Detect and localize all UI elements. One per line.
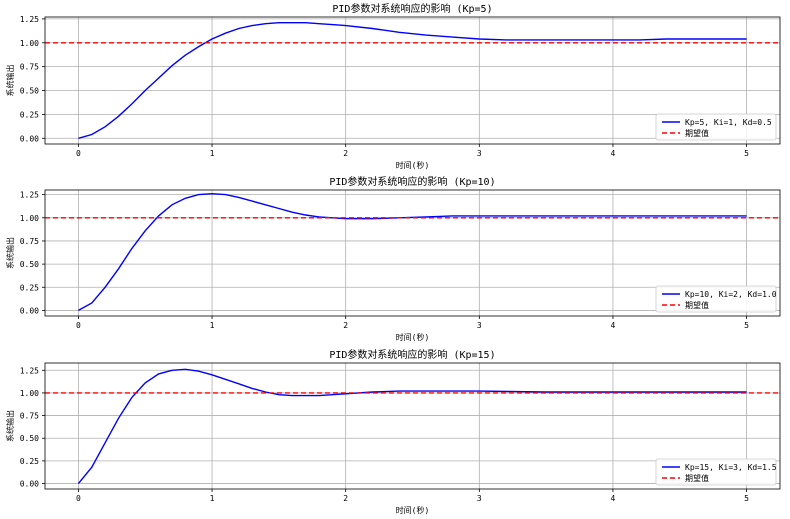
x-tick-label: 3 xyxy=(477,321,482,330)
subplot-2: 0 1 2 3 4 5 0.00 0.25 0.50 0.75 1.00 1.25 PID参数对系统响应… xyxy=(5,175,781,342)
x-tick-label: 1 xyxy=(210,321,215,330)
x-tick-label: 1 xyxy=(210,494,215,503)
x-tick-label: 0 xyxy=(76,321,81,330)
y-tick-label: 1.25 xyxy=(20,15,39,24)
response-line xyxy=(78,22,747,139)
legend-label: Kp=5, Ki=1, Kd=0.5 xyxy=(685,118,772,127)
x-tick-label: 2 xyxy=(343,321,348,330)
y-tick-label: 1.00 xyxy=(20,39,39,48)
x-tick-label: 5 xyxy=(744,321,749,330)
y-tick-label: 0.75 xyxy=(20,63,39,72)
x-axis-label: 时间(秒) xyxy=(396,332,430,342)
y-tick-label: 0.25 xyxy=(20,457,39,466)
y-tick-label: 0.75 xyxy=(20,412,39,421)
y-tick-label: 0.50 xyxy=(20,87,39,96)
x-tick-label: 2 xyxy=(343,149,348,158)
x-tick-label: 1 xyxy=(210,149,215,158)
x-tick-label: 0 xyxy=(76,149,81,158)
legend-label: Kp=10, Ki=2, Kd=1.0 xyxy=(685,290,777,299)
x-tick-label: 3 xyxy=(477,149,482,158)
legend-label: 期望值 xyxy=(685,128,709,138)
plot-area xyxy=(45,22,780,139)
subplot-3: 0 1 2 3 4 5 0.00 0.25 0.50 0.75 1.00 1.25 PID参数对系统响应… xyxy=(5,348,781,515)
y-tick-label: 0.00 xyxy=(20,480,39,489)
y-axis-label: 系统输出 xyxy=(5,410,15,442)
y-tick-label: 0.50 xyxy=(20,434,39,443)
chart-title: PID参数对系统响应的影响 (Kp=15) xyxy=(329,348,495,361)
x-axis-label: 时间(秒) xyxy=(396,160,430,170)
response-line xyxy=(77,368,747,485)
plot-area xyxy=(45,368,780,485)
x-tick-label: 4 xyxy=(611,494,616,503)
legend-box xyxy=(655,285,777,313)
legend-box xyxy=(655,458,777,486)
y-tick-label: 1.25 xyxy=(20,191,39,200)
legend-label: 期望值 xyxy=(685,300,709,310)
x-tick-label: 4 xyxy=(611,321,616,330)
x-axis-label: 时间(秒) xyxy=(396,505,430,515)
subplot-1: 0 1 2 3 4 5 0.00 0.25 0.50 0.75 1.00 1.25 PID参数对系统响应… xyxy=(5,2,781,170)
chart-title: PID参数对系统响应的影响 (Kp=5) xyxy=(332,2,492,15)
x-tick-label: 3 xyxy=(477,494,482,503)
x-tick-label: 5 xyxy=(744,149,749,158)
y-tick-label: 1.25 xyxy=(20,366,39,375)
response-line xyxy=(78,192,747,312)
x-tick-label: 0 xyxy=(76,494,81,503)
y-tick-label: 0.00 xyxy=(20,306,39,315)
y-tick-label: 0.25 xyxy=(20,283,39,292)
axes-frame xyxy=(44,16,781,145)
axes-frame xyxy=(44,362,781,490)
y-tick-label: 0.25 xyxy=(20,110,39,119)
x-tick-label: 2 xyxy=(343,494,348,503)
x-tick-label: 5 xyxy=(744,494,749,503)
legend-label: Kp=15, Ki=3, Kd=1.5 xyxy=(685,463,777,472)
y-axis-label: 系统输出 xyxy=(5,65,15,97)
x-tick-label: 4 xyxy=(611,149,616,158)
y-axis-label: 系统输出 xyxy=(5,237,15,269)
axes-frame xyxy=(44,189,781,317)
plot-area xyxy=(45,192,780,312)
y-tick-label: 0.75 xyxy=(20,237,39,246)
y-tick-label: 1.00 xyxy=(20,214,39,223)
y-tick-label: 0.00 xyxy=(20,134,39,143)
legend-box xyxy=(655,113,777,141)
legend-label: 期望值 xyxy=(685,473,709,483)
y-tick-label: 0.50 xyxy=(20,260,39,269)
y-tick-label: 1.00 xyxy=(20,389,39,398)
chart-title: PID参数对系统响应的影响 (Kp=10) xyxy=(329,175,495,188)
